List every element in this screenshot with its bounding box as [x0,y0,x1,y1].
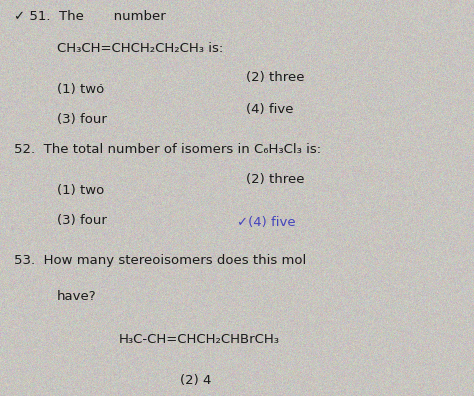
Text: 52.  The total number of isomers in C₆H₃Cl₃ is:: 52. The total number of isomers in C₆H₃C… [14,143,321,156]
Text: (1) two: (1) two [57,184,104,197]
Text: (1) twȯ: (1) twȯ [57,83,104,96]
Text: ✓(4) five: ✓(4) five [237,216,296,229]
Text: ✓ 51.  The       number: ✓ 51. The number [14,10,166,23]
Text: CH₃CH=CHCH₂CH₂CH₃ is:: CH₃CH=CHCH₂CH₂CH₃ is: [57,42,223,55]
Text: (3) four: (3) four [57,214,107,227]
Text: H₃C-CH=CHCH₂CHBrCH₃: H₃C-CH=CHCH₂CHBrCH₃ [118,333,280,346]
Text: 53.  How many stereoisomers does this mol: 53. How many stereoisomers does this mol [14,254,307,267]
Text: have?: have? [57,290,97,303]
Text: (3) four: (3) four [57,113,107,126]
Text: (4) five: (4) five [246,103,294,116]
Text: (2) three: (2) three [246,173,305,186]
Text: (2) 4: (2) 4 [180,374,211,387]
Text: (2) three: (2) three [246,71,305,84]
